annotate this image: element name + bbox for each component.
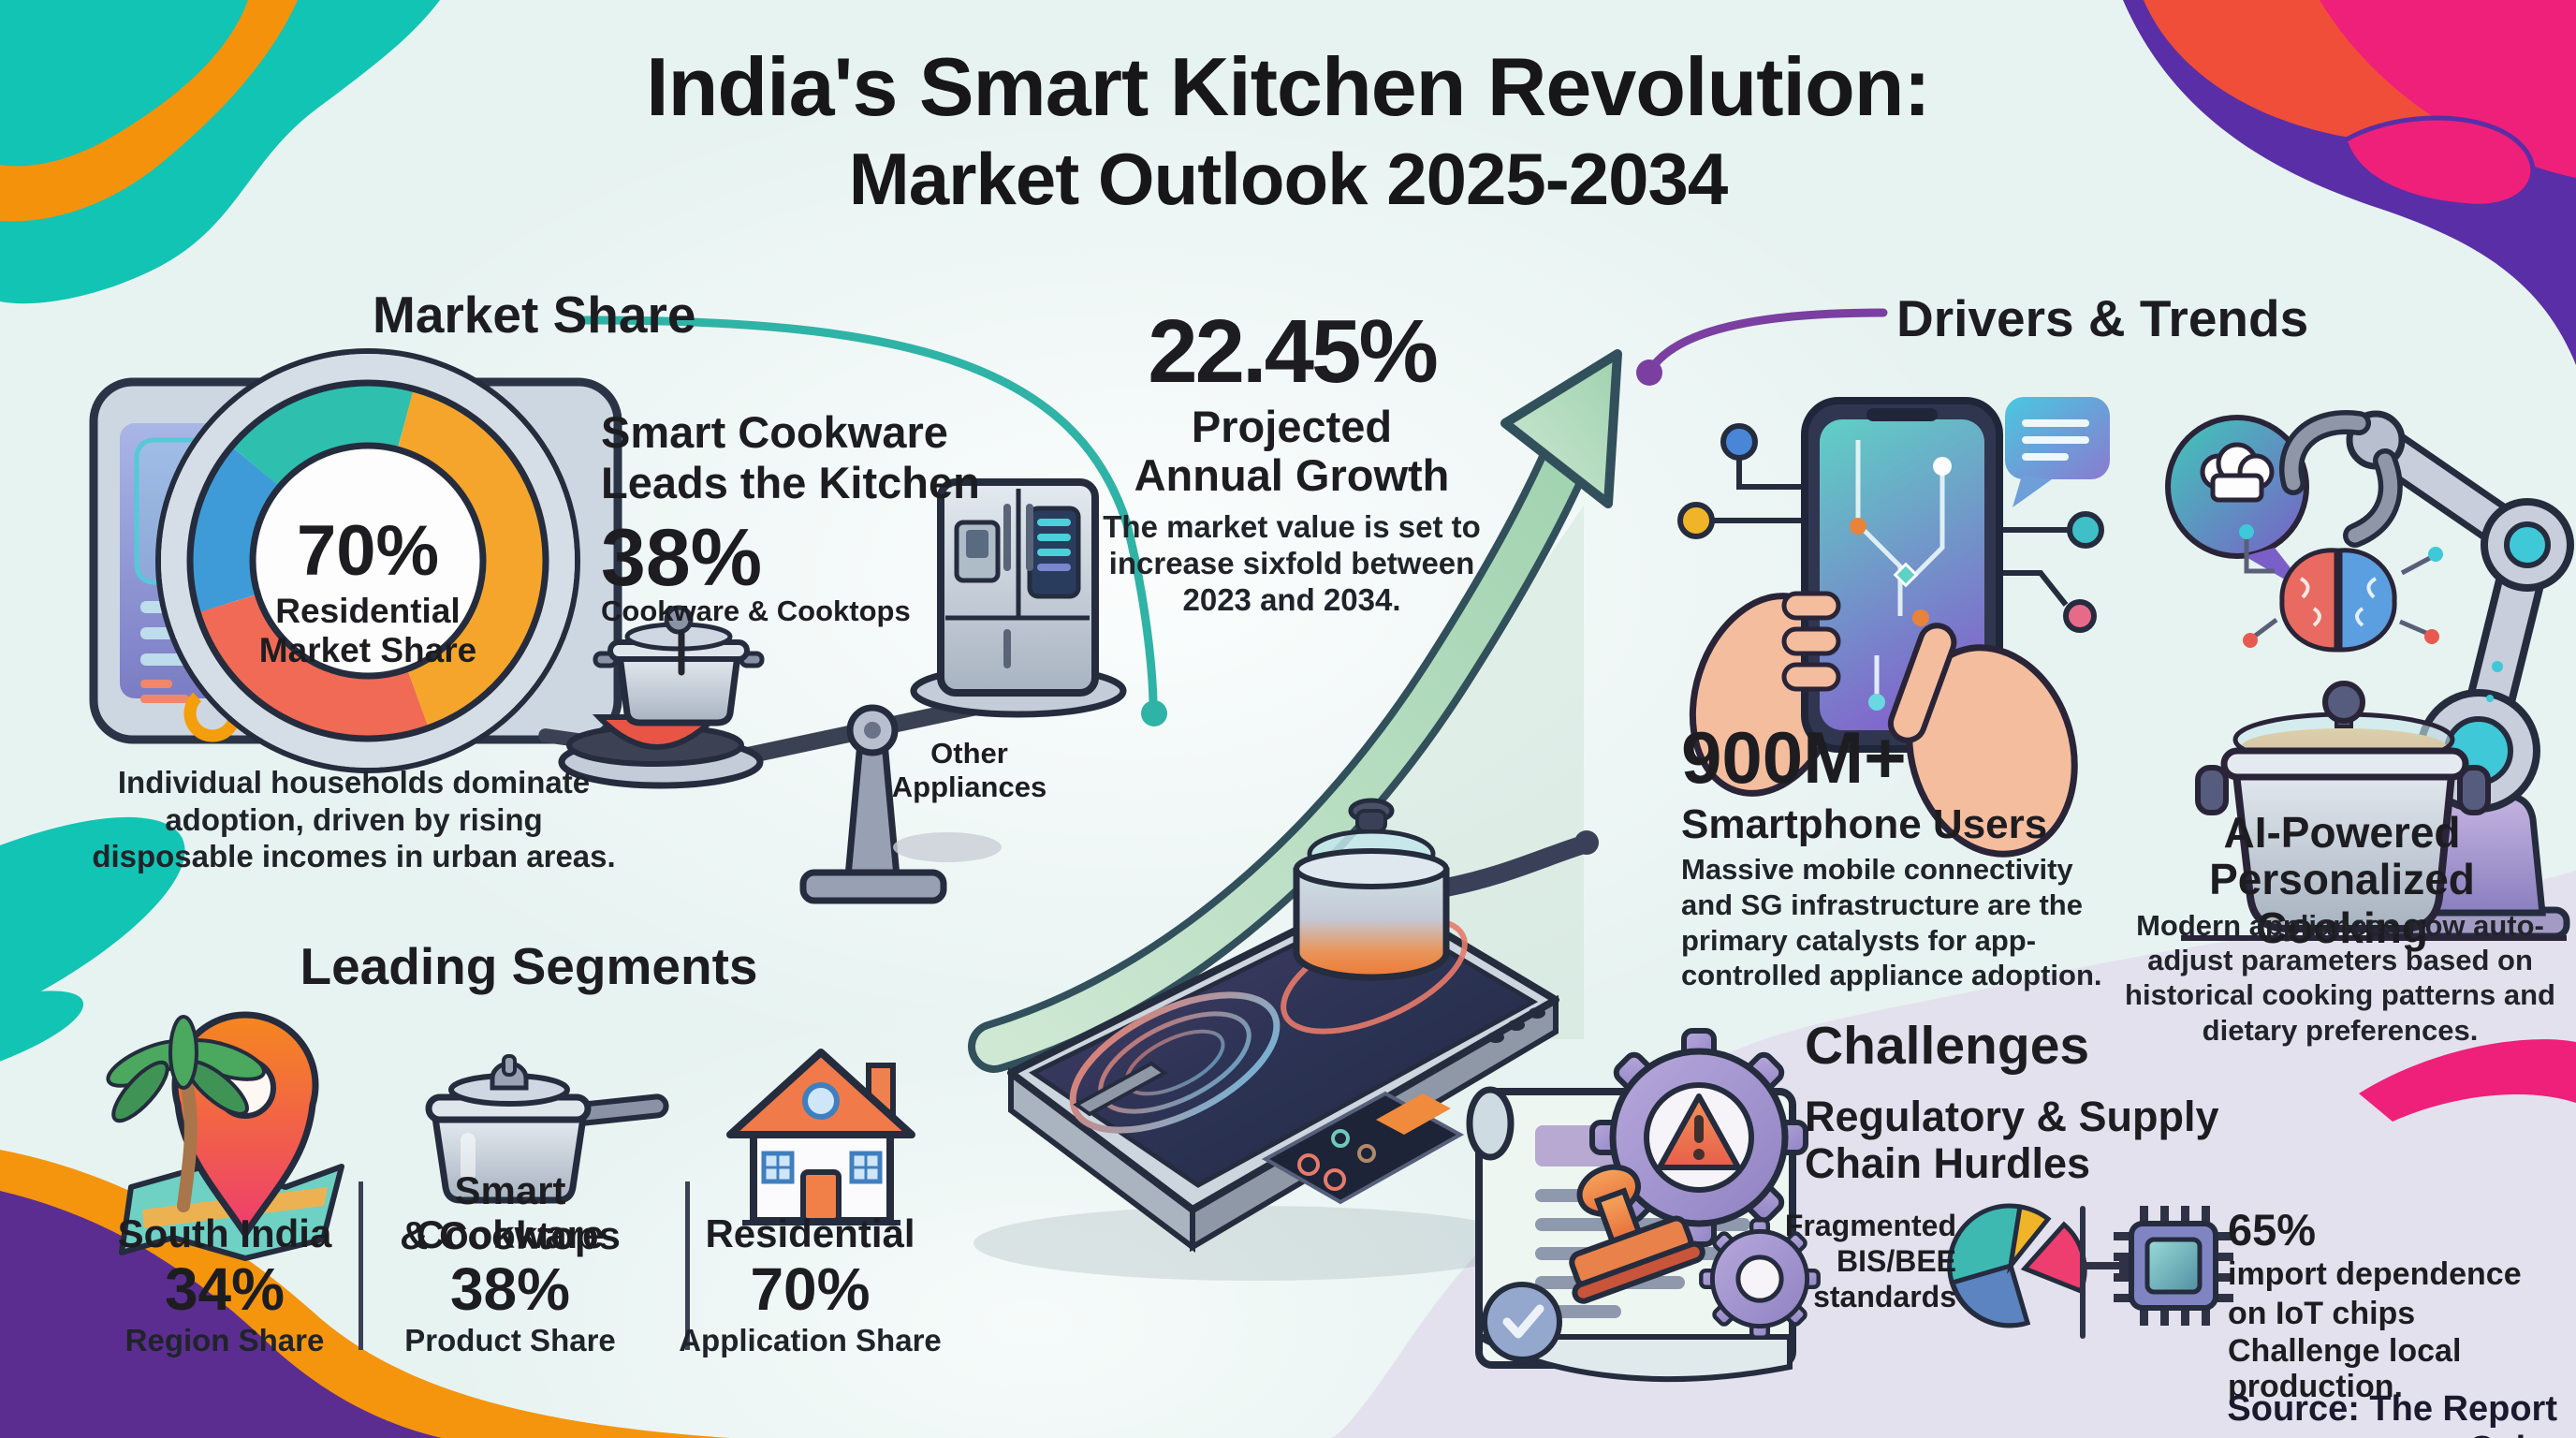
chef-hat-bubble-icon	[2165, 415, 2312, 595]
segment-2-label: Product Share	[404, 1323, 616, 1357]
segment-3-label: Application Share	[679, 1323, 942, 1357]
smartphone-users-caption: Massive mobile connectivity and SG infra…	[1681, 853, 2102, 992]
cooktop-display	[1376, 1093, 1451, 1135]
corner-swoosh-orange	[0, 0, 298, 222]
donut-segment-teal	[233, 385, 414, 488]
market-share-heading: Market Share	[373, 286, 696, 344]
challenges-subheading-line2: Chain Hurdles	[1805, 1139, 2091, 1187]
corner-blobs-top-right	[2123, 0, 2576, 365]
brain-icon	[2279, 548, 2397, 653]
circuit-traces	[1855, 440, 1945, 700]
growth-label-line2: Annual Growth	[1134, 450, 1450, 500]
ai-cooking-caption: Modern appliances now auto-adjust parame…	[2125, 909, 2555, 1047]
gear-icon-small	[1699, 1218, 1821, 1340]
house-icon	[726, 1049, 915, 1225]
import-dependence-line3: Challenge local production.	[2228, 1333, 2462, 1405]
network-node-lines	[1712, 458, 2070, 607]
segment-3-value: 70%	[750, 1255, 871, 1323]
index-finger	[1887, 623, 1957, 743]
challenges-subheading-line1: Regulatory & Supply	[1805, 1093, 2219, 1140]
challenges-divider-line	[2080, 1206, 2086, 1339]
pink-crescent-bottom-right	[2359, 1039, 2576, 1122]
regulation-scroll-illustration	[1466, 1028, 1821, 1382]
segment-2-name-line1: Smart Cookware	[416, 1168, 605, 1257]
brain-circuit-nodes	[2244, 538, 2432, 638]
import-dependence-line1: import dependence	[2228, 1256, 2522, 1292]
market-share-caption: Individual households dominate adoption,…	[92, 765, 616, 874]
segment-2-value: 38%	[449, 1255, 571, 1323]
segment-1-name: South India	[117, 1211, 332, 1255]
chat-bubble-icon	[2005, 397, 2110, 507]
segment-3-name: Residential	[705, 1211, 915, 1255]
cooking-pot-large	[2181, 681, 2567, 941]
leading-segments-heading: Leading Segments	[300, 937, 758, 995]
donut-center-label-1: Residential	[275, 592, 461, 630]
stamp-icon	[1569, 1164, 1705, 1304]
donut-segment-orange	[397, 391, 544, 726]
ai-cooking-label-line1: AI-Powered	[2223, 808, 2461, 857]
network-dot-pink	[2063, 599, 2097, 633]
palm-tree-icon	[106, 1015, 267, 1212]
segment-1-value: 34%	[164, 1255, 285, 1323]
smartphone-users-label: Smartphone Users	[1681, 801, 2048, 847]
other-appliances-label-line1: Other	[930, 737, 1008, 770]
chip-icon	[2114, 1206, 2233, 1326]
ai-robot-illustration	[2165, 410, 2574, 941]
donut-segment-coral	[200, 593, 428, 737]
growth-label-line1: Projected	[1191, 402, 1393, 451]
fragmented-standards-line3: standards	[1813, 1280, 1956, 1313]
cookware-heading-line1: Smart Cookware	[601, 407, 948, 457]
growth-caption: The market value is set to increase sixf…	[1103, 509, 1481, 617]
right-hand-pointing	[1887, 623, 2078, 858]
network-dot-blue	[1720, 423, 1758, 461]
segment-divider-1	[359, 1181, 363, 1350]
fragmented-standards-line1: Fragmented	[1784, 1209, 1956, 1242]
arrowhead	[1500, 349, 1622, 508]
donut-center-value: 70%	[296, 511, 440, 591]
badge-check-icon	[1482, 1282, 1562, 1362]
donut-segment-blue	[193, 448, 281, 612]
market-share-donut-chart	[155, 348, 580, 773]
source-credit: Source: The Report Cube	[2227, 1389, 2557, 1438]
left-edge-teal-swooshes	[0, 816, 185, 1088]
cookware-value: 38%	[601, 513, 763, 603]
purple-connector-line	[1636, 308, 1888, 386]
refrigerator-icon	[937, 478, 1099, 697]
network-dot-teal	[2067, 511, 2104, 549]
network-dot-yellow	[1677, 502, 1715, 539]
smartphone-users-value: 900M+	[1681, 716, 1907, 799]
south-india-map-pin-icon	[106, 1011, 344, 1261]
teal-connector-line	[580, 315, 1167, 726]
segment-divider-2	[685, 1181, 690, 1350]
induction-cooktop-illustration	[893, 798, 1599, 1281]
ai-cooking-label-line2: Personalized Cooking	[2209, 855, 2475, 952]
corner-blob-top-left	[0, 0, 440, 304]
challenges-heading: Challenges	[1805, 1016, 2090, 1076]
segment-1-label: Region Share	[124, 1323, 325, 1357]
subtitle: Market Outlook 2025-2034	[848, 138, 1728, 220]
main-title: India's Smart Kitchen Revolution:	[646, 40, 1931, 133]
drivers-trends-heading: Drivers & Trends	[1896, 289, 2309, 347]
cookware-pot-icon	[425, 1054, 669, 1204]
pink-bean-accent	[2341, 115, 2536, 209]
cookware-heading-line2: Leads the Kitchen	[601, 458, 980, 507]
pie-chart-icon	[1947, 1203, 2087, 1328]
donut-center-label-2: Market Share	[258, 631, 477, 669]
saucepan-icon	[1293, 798, 1599, 981]
balance-scale-illustration	[538, 478, 1127, 904]
import-dependence-line2: on IoT chips	[2228, 1296, 2416, 1331]
cooktop-control-panel	[1261, 1091, 1465, 1205]
segment-2-name-line2: & Cooktops	[400, 1213, 621, 1257]
smartphone-illustration	[1677, 397, 2110, 858]
fragmented-standards-line2: BIS/BEE	[1836, 1244, 1956, 1278]
left-hand-fingers	[1781, 591, 1841, 692]
import-dependence-value: 65%	[2228, 1205, 2317, 1255]
cookware-value-label: Cookware & Cooktops	[601, 594, 911, 627]
other-appliances-label-line2: Appliances	[891, 770, 1047, 803]
growth-value: 22.45%	[1148, 301, 1439, 402]
